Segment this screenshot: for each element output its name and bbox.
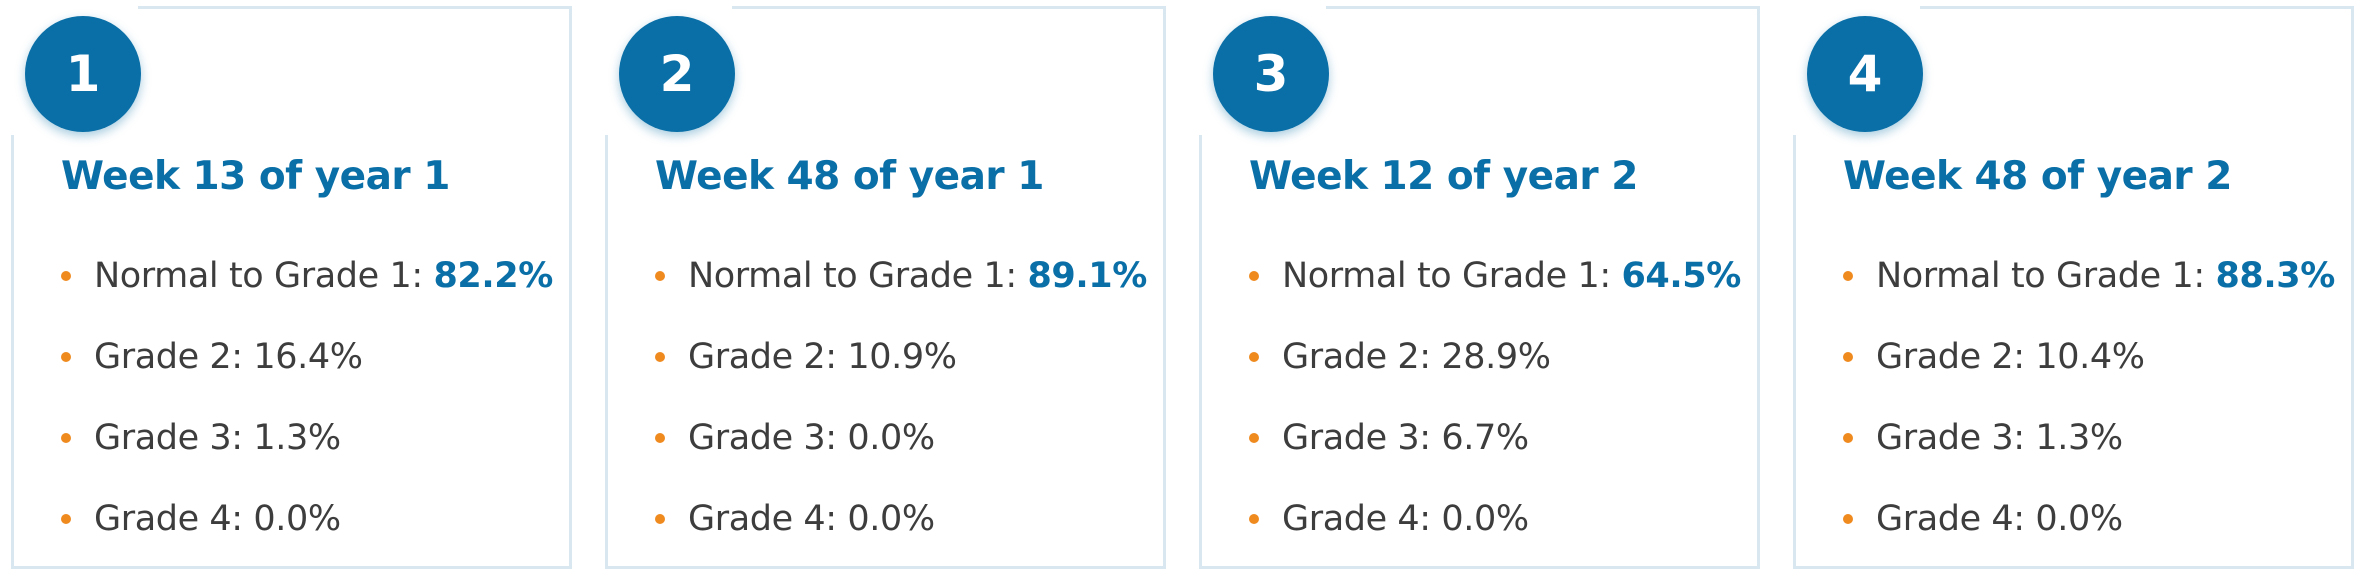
highlight-value: 89.1% xyxy=(1027,256,1147,296)
item-label: Grade 3: 6.7% xyxy=(1282,418,1529,458)
card-title: Week 13 of year 1 xyxy=(61,154,450,199)
bullet-icon xyxy=(1843,433,1853,443)
bullet-icon xyxy=(1843,271,1853,281)
list-item: Normal to Grade 1: 64.5% xyxy=(1249,257,1741,295)
item-label: Grade 3: 1.3% xyxy=(1876,418,2123,458)
item-label: Normal to Grade 1: xyxy=(1282,256,1622,296)
item-label: Grade 4: 0.0% xyxy=(1282,499,1529,539)
bullet-icon xyxy=(61,514,71,524)
step-number-badge: 1 xyxy=(25,16,141,132)
card-title: Week 48 of year 2 xyxy=(1843,154,2232,199)
item-label: Normal to Grade 1: xyxy=(688,256,1028,296)
item-label: Grade 4: 0.0% xyxy=(94,499,341,539)
item-label: Grade 2: 10.4% xyxy=(1876,337,2145,377)
card-title: Week 48 of year 1 xyxy=(655,154,1044,199)
card-3: 3 Week 12 of year 2 Normal to Grade 1: 6… xyxy=(1198,5,1760,569)
item-label: Grade 2: 10.9% xyxy=(688,337,957,377)
bullet-icon xyxy=(1249,352,1259,362)
step-number-badge: 2 xyxy=(619,16,735,132)
step-number-badge: 4 xyxy=(1807,16,1923,132)
card-title: Week 12 of year 2 xyxy=(1249,154,1638,199)
item-label: Grade 3: 0.0% xyxy=(688,418,935,458)
highlight-value: 64.5% xyxy=(1621,256,1741,296)
list-item: Grade 3: 1.3% xyxy=(1843,419,2335,457)
list-item: Grade 3: 1.3% xyxy=(61,419,553,457)
bullet-icon xyxy=(1249,433,1259,443)
list-item: Grade 4: 0.0% xyxy=(1249,500,1741,538)
bullet-icon xyxy=(655,514,665,524)
highlight-value: 88.3% xyxy=(2215,256,2335,296)
grade-list: Normal to Grade 1: 88.3% Grade 2: 10.4% … xyxy=(1843,257,2335,581)
grade-list: Normal to Grade 1: 64.5% Grade 2: 28.9% … xyxy=(1249,257,1741,581)
list-item: Normal to Grade 1: 88.3% xyxy=(1843,257,2335,295)
bullet-icon xyxy=(655,352,665,362)
item-label: Grade 2: 28.9% xyxy=(1282,337,1551,377)
list-item: Grade 2: 28.9% xyxy=(1249,338,1741,376)
item-label: Grade 4: 0.0% xyxy=(1876,499,2123,539)
bullet-icon xyxy=(1843,352,1853,362)
item-label: Normal to Grade 1: xyxy=(1876,256,2216,296)
item-label: Normal to Grade 1: xyxy=(94,256,434,296)
list-item: Normal to Grade 1: 82.2% xyxy=(61,257,553,295)
list-item: Grade 3: 6.7% xyxy=(1249,419,1741,457)
list-item: Grade 2: 10.4% xyxy=(1843,338,2335,376)
list-item: Grade 4: 0.0% xyxy=(655,500,1147,538)
step-number-badge: 3 xyxy=(1213,16,1329,132)
grade-list: Normal to Grade 1: 82.2% Grade 2: 16.4% … xyxy=(61,257,553,581)
item-label: Grade 3: 1.3% xyxy=(94,418,341,458)
card-1: 1 Week 13 of year 1 Normal to Grade 1: 8… xyxy=(10,5,572,569)
card-4: 4 Week 48 of year 2 Normal to Grade 1: 8… xyxy=(1792,5,2354,569)
list-item: Grade 2: 16.4% xyxy=(61,338,553,376)
highlight-value: 82.2% xyxy=(433,256,553,296)
list-item: Grade 3: 0.0% xyxy=(655,419,1147,457)
bullet-icon xyxy=(655,271,665,281)
grade-list: Normal to Grade 1: 89.1% Grade 2: 10.9% … xyxy=(655,257,1147,581)
card-2: 2 Week 48 of year 1 Normal to Grade 1: 8… xyxy=(604,5,1166,569)
bullet-icon xyxy=(1249,514,1259,524)
bullet-icon xyxy=(1249,271,1259,281)
bullet-icon xyxy=(61,433,71,443)
item-label: Grade 4: 0.0% xyxy=(688,499,935,539)
bullet-icon xyxy=(655,433,665,443)
bullet-icon xyxy=(61,271,71,281)
bullet-icon xyxy=(61,352,71,362)
list-item: Grade 2: 10.9% xyxy=(655,338,1147,376)
bullet-icon xyxy=(1843,514,1853,524)
list-item: Normal to Grade 1: 89.1% xyxy=(655,257,1147,295)
list-item: Grade 4: 0.0% xyxy=(1843,500,2335,538)
list-item: Grade 4: 0.0% xyxy=(61,500,553,538)
item-label: Grade 2: 16.4% xyxy=(94,337,363,377)
